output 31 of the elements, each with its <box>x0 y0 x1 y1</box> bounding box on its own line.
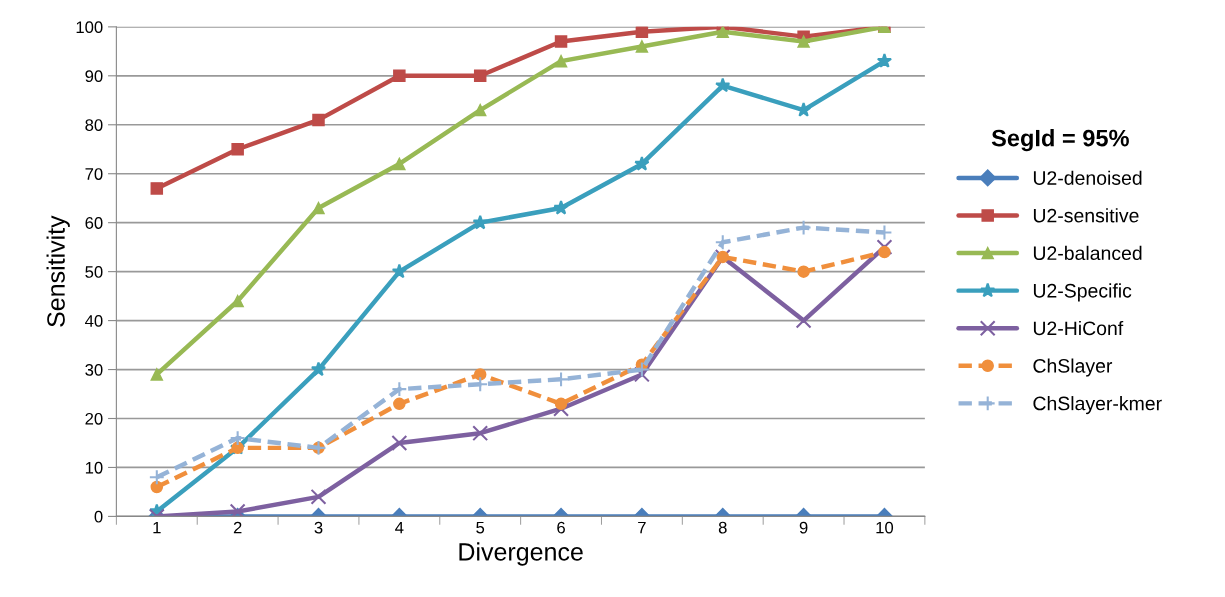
x-tick-label: 5 <box>476 521 485 534</box>
y-tick-label: 80 <box>85 119 103 131</box>
x-tick-label: 8 <box>718 521 727 534</box>
y-tick-label: 10 <box>85 461 103 474</box>
legend-label: U2-HiConf <box>1033 320 1124 336</box>
x-tick-label: 2 <box>233 521 242 534</box>
legend-label: U2-balanced <box>1033 245 1142 261</box>
legend-title: SegId = 95% <box>991 129 1129 152</box>
y-tick-label: 90 <box>85 70 103 83</box>
x-tick-label: 7 <box>638 521 646 534</box>
x-tick-label: 4 <box>395 521 404 534</box>
x-tick-label: 1 <box>153 521 161 534</box>
y-tick-label: 20 <box>85 412 103 425</box>
y-axis-title: Sensitivity <box>46 215 70 327</box>
x-tick-label: 9 <box>799 521 808 534</box>
y-tick-label: 100 <box>76 21 103 34</box>
y-tick-label: 30 <box>85 363 103 376</box>
x-tick-label: 3 <box>314 521 323 534</box>
legend-label: U2-Specific <box>1033 283 1132 302</box>
legend-label: U2-sensitive <box>1033 208 1139 223</box>
x-axis-title: Divergence <box>459 542 583 566</box>
y-tick-label: 60 <box>85 217 103 229</box>
legend-label: U2-denoised <box>1033 170 1142 185</box>
y-tick-label: 50 <box>85 266 103 278</box>
y-tick-label: 70 <box>85 168 103 180</box>
legend-label: ChSlayer-kmer <box>1033 396 1162 415</box>
y-tick-label: 40 <box>85 314 103 327</box>
x-tick-label: 6 <box>557 521 565 534</box>
x-tick-label: 10 <box>876 521 894 534</box>
y-tick-label: 0 <box>94 510 103 523</box>
legend-label: ChSlayer <box>1033 358 1113 377</box>
